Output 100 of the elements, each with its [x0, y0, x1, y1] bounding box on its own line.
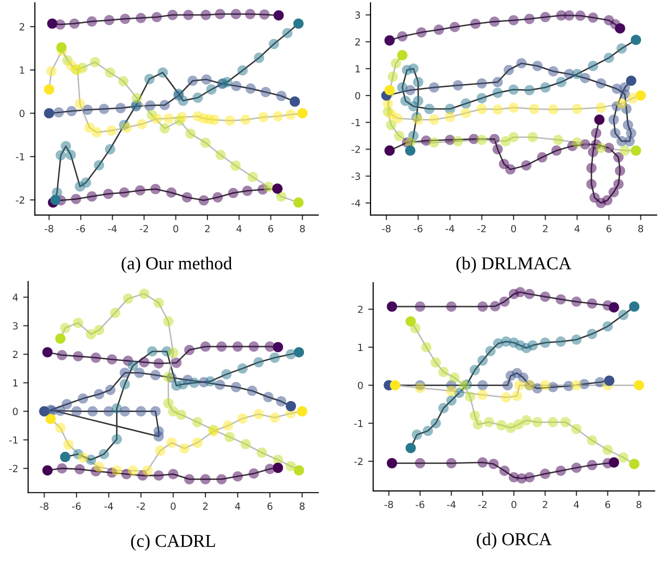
y-tick-label: 2 — [20, 23, 24, 30]
point — [502, 380, 513, 390]
x-tick-label: 6 — [268, 224, 274, 232]
point — [413, 114, 424, 125]
x-tick-label: 8 — [638, 224, 644, 232]
point — [112, 434, 122, 444]
point — [489, 16, 500, 27]
point — [524, 14, 535, 24]
x-tick-label: -4 — [446, 225, 454, 232]
y-tick-label: 2 — [358, 306, 362, 313]
point — [103, 188, 114, 199]
point — [272, 183, 283, 194]
point — [178, 96, 188, 106]
point — [552, 134, 564, 145]
point — [44, 84, 54, 95]
point — [386, 120, 396, 130]
point — [222, 76, 232, 88]
x-tick-label: 2 — [542, 500, 548, 508]
point — [282, 28, 293, 38]
point — [56, 150, 66, 160]
point — [548, 416, 558, 428]
point — [616, 136, 627, 146]
point — [221, 369, 232, 380]
point — [215, 150, 226, 160]
point — [200, 341, 211, 352]
point — [276, 90, 287, 102]
point — [260, 86, 271, 98]
point — [428, 114, 440, 125]
x-tick-label: -8 — [384, 500, 394, 508]
x-tick-label: 0 — [173, 224, 178, 232]
y-tick-label: 0 — [12, 408, 18, 416]
point — [556, 466, 566, 476]
point — [145, 100, 156, 111]
point — [470, 410, 480, 421]
point — [571, 424, 582, 434]
point — [163, 113, 174, 124]
point — [460, 108, 472, 118]
point — [560, 416, 571, 428]
point — [571, 462, 582, 473]
point — [614, 23, 626, 34]
point — [405, 145, 416, 156]
point — [492, 104, 503, 115]
point — [297, 108, 308, 118]
y-tick-label: -2 — [9, 464, 18, 472]
y-tick-label: -1 — [9, 436, 18, 444]
x-tick-label: 2 — [203, 502, 208, 510]
point — [294, 465, 304, 476]
y-tick-label: 1 — [20, 66, 24, 74]
point — [620, 145, 630, 156]
point — [55, 333, 66, 344]
point — [84, 122, 95, 133]
point — [386, 301, 398, 312]
y-tick-label: 0 — [355, 92, 360, 100]
point — [42, 465, 53, 476]
point — [248, 468, 259, 479]
point — [596, 78, 606, 89]
point — [613, 152, 624, 162]
point — [120, 368, 130, 378]
point — [506, 422, 516, 433]
point — [490, 301, 500, 312]
point — [104, 406, 114, 416]
point — [618, 452, 628, 463]
point — [176, 410, 186, 420]
x-tick-label: -4 — [108, 225, 117, 232]
point — [626, 76, 636, 86]
point — [575, 10, 586, 21]
point — [119, 187, 130, 198]
point — [505, 164, 516, 175]
point — [394, 130, 404, 141]
point — [116, 102, 126, 114]
point — [120, 406, 130, 416]
point — [50, 194, 61, 206]
point — [384, 84, 395, 96]
point — [524, 288, 535, 300]
point — [74, 98, 86, 109]
point — [500, 136, 511, 146]
y-tick-label: 3 — [355, 11, 360, 19]
point — [163, 398, 174, 408]
point — [629, 301, 640, 312]
point — [47, 18, 58, 29]
point — [616, 43, 627, 54]
point — [477, 301, 488, 312]
point — [588, 146, 598, 158]
point — [192, 417, 203, 428]
point — [508, 15, 519, 26]
point — [247, 386, 258, 396]
point — [610, 128, 620, 138]
point — [430, 357, 441, 368]
point — [231, 80, 242, 92]
point — [150, 184, 161, 194]
point — [70, 194, 82, 204]
point — [408, 101, 419, 112]
point — [428, 82, 440, 93]
point — [92, 127, 102, 138]
y-tick-label: 1 — [358, 344, 363, 351]
point — [112, 466, 122, 476]
point — [446, 301, 457, 312]
point — [589, 192, 600, 203]
point — [586, 435, 598, 446]
point — [588, 12, 598, 23]
